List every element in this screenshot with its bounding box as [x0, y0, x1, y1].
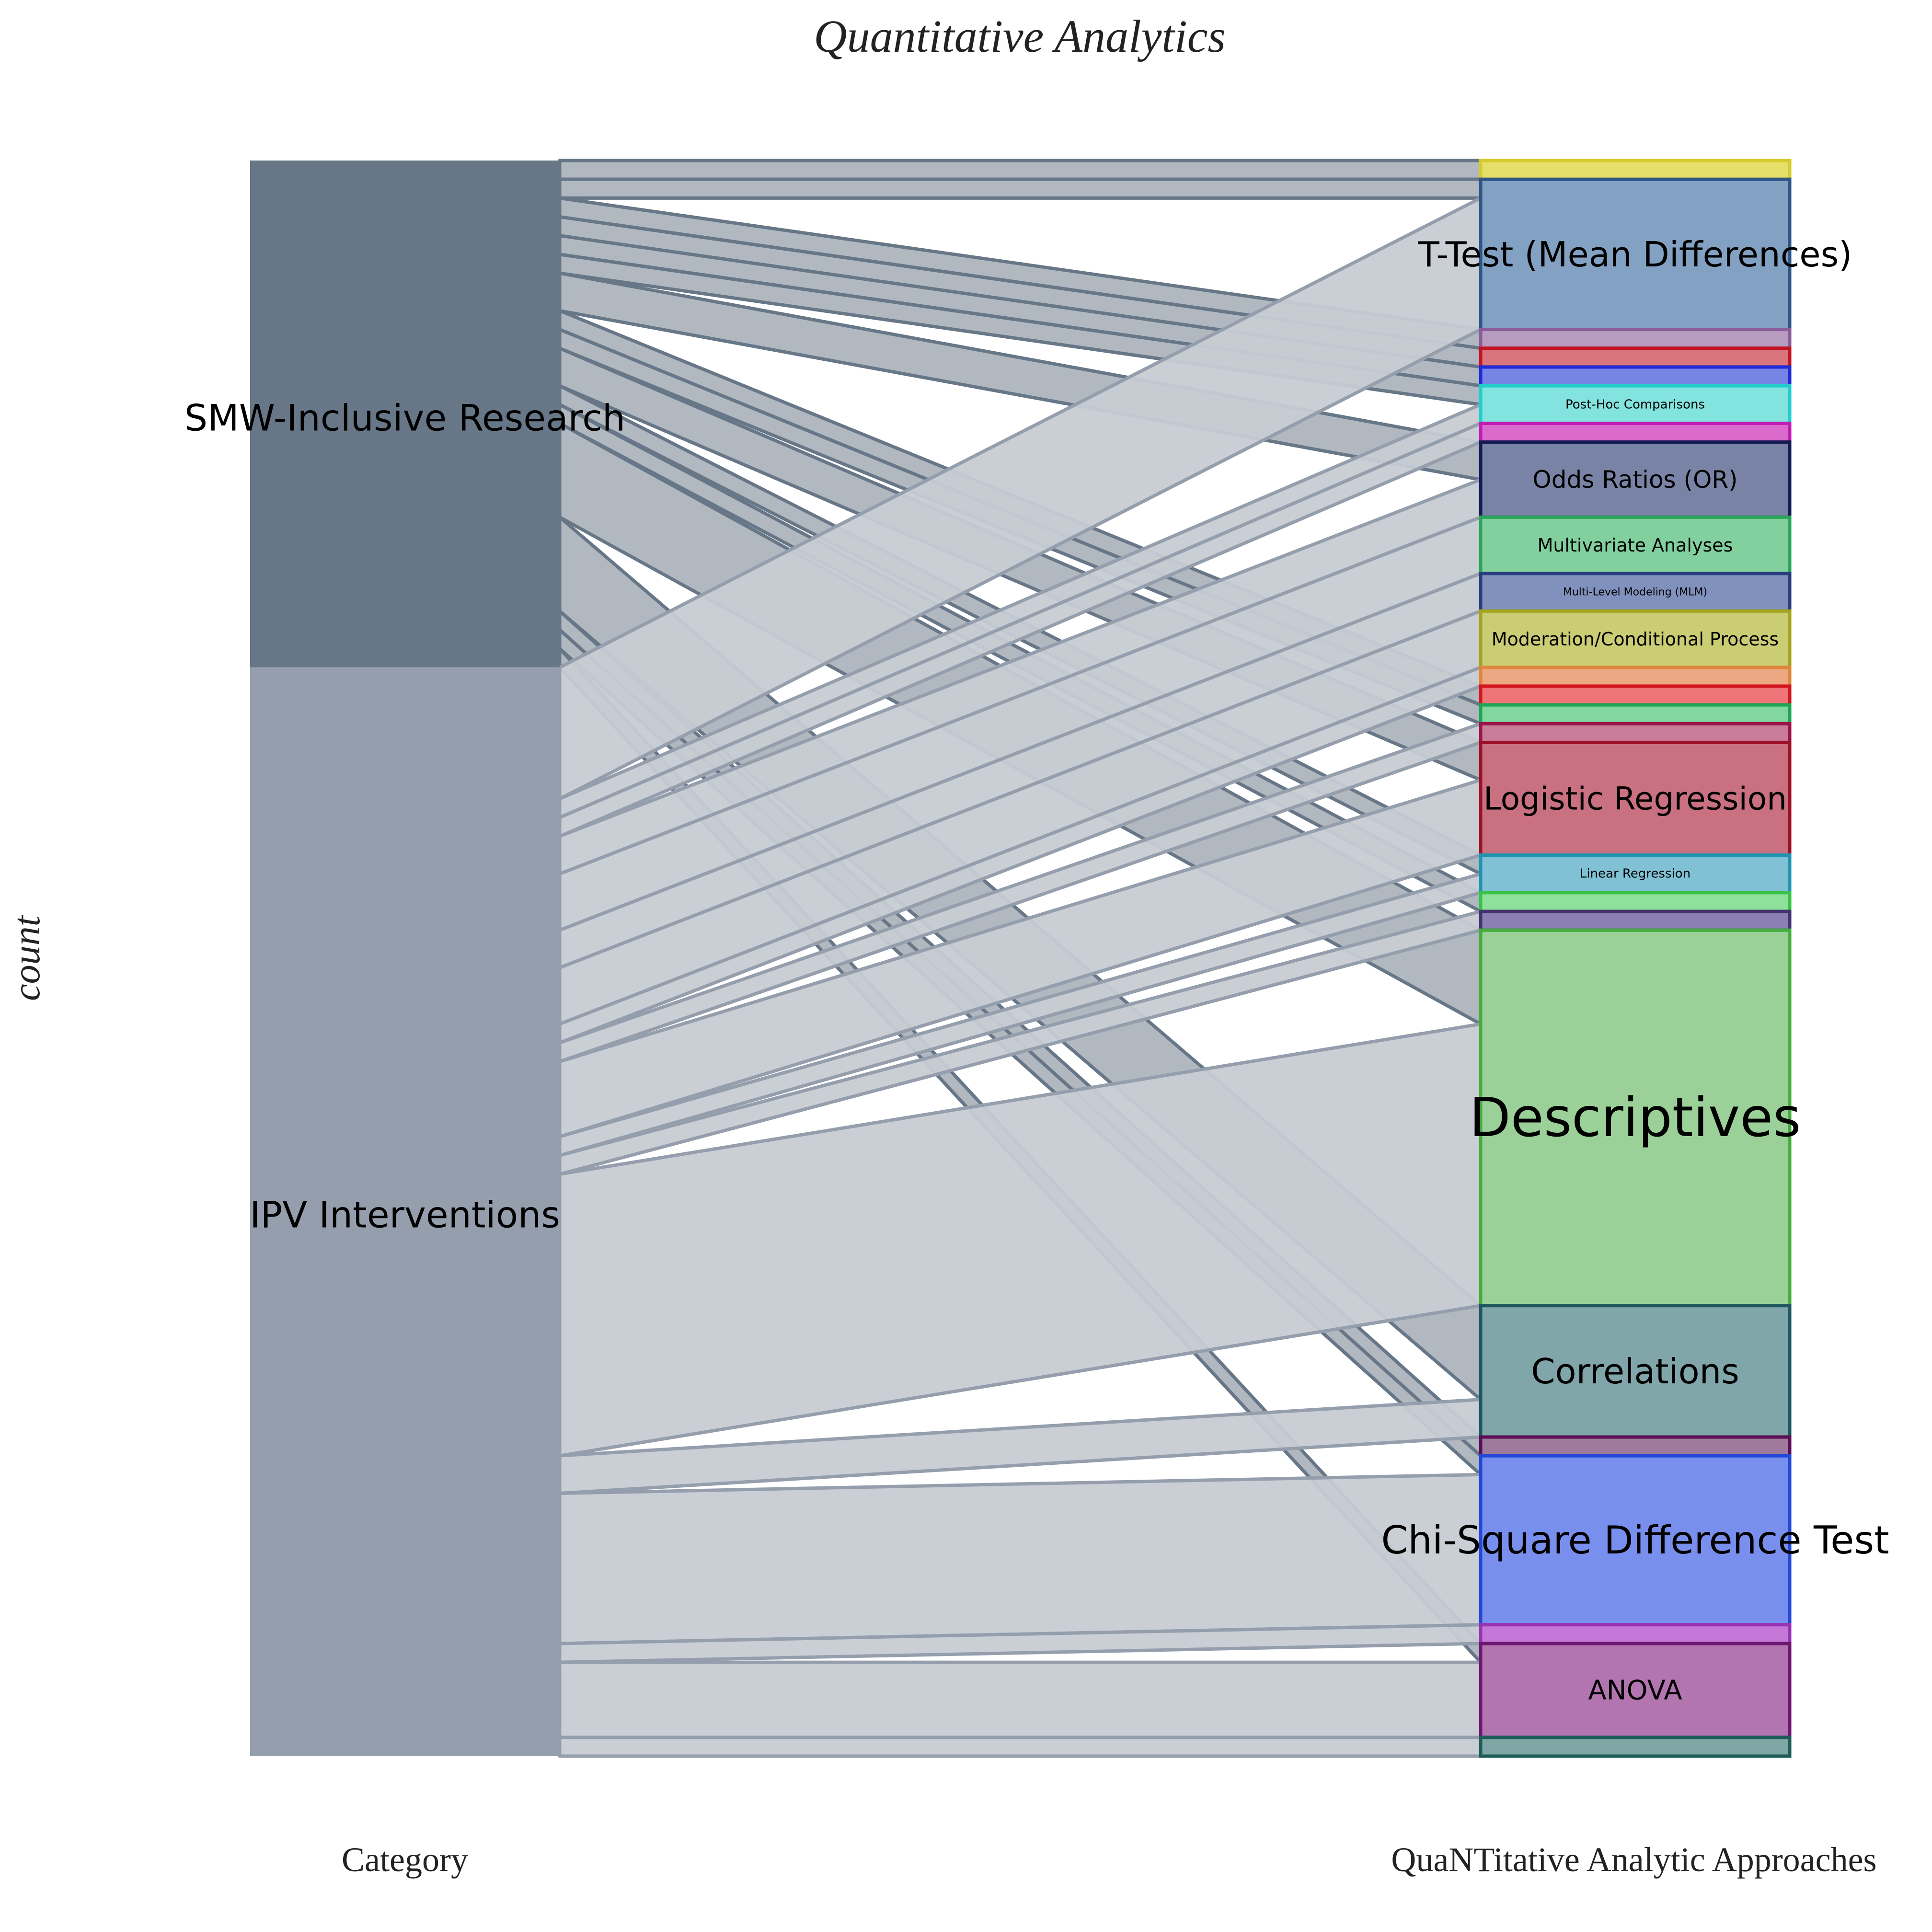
flows-layer [558, 159, 1483, 1758]
right-node-label: T-Test (Mean Differences) [1418, 234, 1852, 275]
right-node-unlabeled [1479, 666, 1792, 688]
right-node-label: Chi-Square Difference Test [1381, 1518, 1889, 1563]
right-node-label: Correlations [1531, 1351, 1739, 1392]
right-node-correlations [1479, 1304, 1792, 1439]
left-node-label: SMW-Inclusive Research [184, 397, 625, 439]
right-node-unlabeled [1479, 1623, 1792, 1645]
left-node-smw-inclusive-research [250, 161, 560, 667]
flow-ribbon [558, 159, 1483, 181]
right-node-unlabeled [1479, 684, 1792, 707]
flow-ribbon [558, 1472, 1483, 1645]
right-node-chi-square-difference-test [1479, 1454, 1792, 1627]
right-node-unlabeled [1479, 891, 1792, 913]
flow-ribbon [558, 1660, 1483, 1739]
right-node-label: Multivariate Analyses [1538, 535, 1733, 556]
left-node-label: IPV Interventions [250, 1194, 560, 1236]
flow-ribbon [558, 1736, 1483, 1758]
labels-layer: SMW-Inclusive Research IPV Interventions T… [184, 234, 1889, 1706]
right-node-moderation-conditional-process [1479, 609, 1792, 669]
chart-title: Quantitative Analytics [814, 11, 1225, 62]
right-node-multivariate-analyses [1479, 515, 1792, 575]
right-node-label: Multi-Level Modeling (MLM) [1563, 586, 1707, 598]
right-node-label: ANOVA [1588, 1675, 1682, 1706]
right-node-unlabeled [1479, 346, 1792, 369]
axis-label-category: Category [342, 1840, 468, 1879]
right-node-label: Odds Ratios (OR) [1532, 466, 1737, 494]
left-node-ipv-interventions [250, 667, 560, 1756]
nodes-layer [250, 159, 1792, 1758]
right-node-unlabeled [1479, 909, 1792, 932]
right-node-logistic-regression [1479, 740, 1792, 857]
right-node-label: Post-Hoc Comparisons [1565, 397, 1705, 412]
right-node-unlabeled [1479, 703, 1792, 725]
right-node-unlabeled [1479, 722, 1792, 744]
flow-ribbon [558, 177, 1483, 200]
right-node-linear-regression [1479, 853, 1792, 895]
right-node-multi-level-modeling-mlm [1479, 572, 1792, 613]
right-node-unlabeled [1479, 1736, 1792, 1758]
right-node-unlabeled [1479, 1435, 1792, 1458]
right-node-unlabeled [1479, 328, 1792, 350]
right-node-unlabeled [1479, 365, 1792, 388]
right-node-unlabeled [1479, 421, 1792, 444]
right-node-unlabeled [1479, 159, 1792, 181]
right-node-label: Logistic Regression [1484, 781, 1787, 817]
y-axis-label: count [6, 915, 48, 1001]
right-node-descriptives [1479, 928, 1792, 1308]
axis-label-approaches: QuaNTitative Analytic Approaches [1391, 1840, 1876, 1879]
right-node-label: Descriptives [1470, 1087, 1801, 1149]
right-node-label: Moderation/Conditional Process [1492, 629, 1779, 650]
right-node-label: Linear Regression [1580, 867, 1690, 881]
